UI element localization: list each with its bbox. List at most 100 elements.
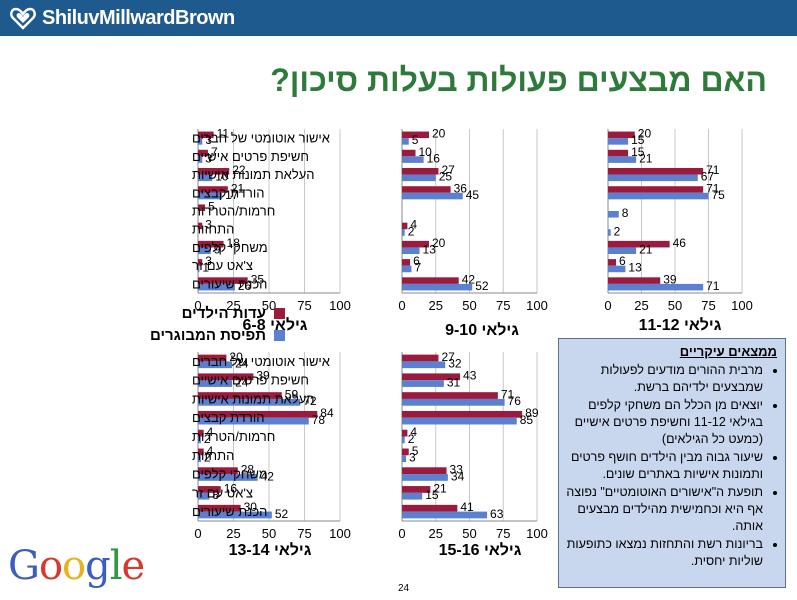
data-label-children: 11 bbox=[217, 127, 230, 141]
x-tick-label: 0 bbox=[398, 526, 405, 541]
data-label-parents: 21 bbox=[639, 151, 653, 165]
legend-item-children: עדות הילדים bbox=[150, 302, 286, 324]
category-label: התחזות bbox=[192, 222, 234, 237]
google-logo: Google bbox=[8, 543, 145, 589]
bar-children bbox=[402, 131, 429, 139]
data-label-parents: 25 bbox=[439, 170, 453, 184]
legend-label-parents: תפיסת המבוגרים bbox=[150, 326, 267, 344]
data-label-children: 27 bbox=[441, 163, 455, 177]
x-tick-label: 75 bbox=[496, 526, 510, 541]
bar-children bbox=[402, 448, 409, 456]
bar-parents bbox=[402, 492, 423, 500]
category-label: חרמות/הטרדות bbox=[192, 429, 275, 444]
bar-children bbox=[402, 392, 498, 399]
bar-children bbox=[402, 240, 429, 248]
bar-parents bbox=[198, 265, 200, 273]
data-label-children: 16 bbox=[224, 481, 238, 495]
x-tick-label: 50 bbox=[262, 526, 276, 541]
bar-parents bbox=[608, 156, 637, 163]
google-letter: o bbox=[62, 543, 86, 589]
category-label: אישור אוטומטי של חברים bbox=[192, 354, 330, 369]
finding-item: שיעור גבוה מבין הילדים חושף פרטים ותמונו… bbox=[565, 449, 763, 483]
data-label-parents: 7 bbox=[414, 261, 421, 275]
data-label-children: 18 bbox=[227, 236, 241, 250]
google-logo-text: Google bbox=[8, 543, 145, 589]
data-label-parents: 42 bbox=[261, 469, 275, 483]
data-label-children: 3 bbox=[205, 254, 212, 268]
page-number: 24 bbox=[398, 583, 410, 594]
data-label-parents: 52 bbox=[475, 279, 489, 293]
x-tick-label: 0 bbox=[194, 526, 201, 541]
bar-children bbox=[198, 131, 214, 139]
x-tick-label: 100 bbox=[329, 298, 351, 313]
finding-item: תופעת ה"אישורים האוטומטיים" נפוצה אף היא… bbox=[565, 484, 763, 535]
findings-list: מרבית ההורים מודעים לפעולות שמבצעים ילדי… bbox=[565, 362, 777, 570]
data-label-children: 39 bbox=[256, 369, 270, 383]
data-label-children: 43 bbox=[463, 369, 477, 383]
page-title: האם מבצעים פעולות בעלות סיכון? bbox=[270, 62, 767, 98]
chart-title: גילאי 6-8 bbox=[243, 316, 308, 334]
bar-parents bbox=[402, 398, 505, 406]
bar-parents bbox=[402, 455, 407, 463]
data-label-children: 7 bbox=[211, 145, 218, 159]
bar-parents bbox=[402, 361, 446, 369]
bar-parents bbox=[198, 398, 301, 406]
category-label: חשיפת פרטים אישיים bbox=[192, 373, 309, 388]
bar-children bbox=[198, 410, 318, 418]
data-label-parents: 3 bbox=[409, 451, 416, 465]
data-label-children: 42 bbox=[462, 272, 476, 286]
data-label-children: 59 bbox=[285, 387, 299, 401]
data-label-children: 20 bbox=[638, 127, 652, 141]
bar-children bbox=[608, 167, 704, 175]
data-label-parents: 63 bbox=[490, 507, 504, 521]
bar-children bbox=[402, 222, 408, 230]
data-label-children: 89 bbox=[525, 406, 539, 420]
google-letter: o bbox=[38, 543, 63, 589]
x-tick-label: 25 bbox=[226, 526, 240, 541]
findings-title: ממצאים עיקריים bbox=[679, 344, 777, 359]
google-letter: g bbox=[85, 543, 111, 589]
x-tick-label: 50 bbox=[462, 298, 476, 313]
bar-parents bbox=[198, 156, 203, 163]
data-label-parents: 8 bbox=[212, 488, 219, 502]
data-label-children: 71 bbox=[706, 163, 720, 177]
category-label: חשיפת פרטים אישיים bbox=[192, 149, 309, 164]
bar-children bbox=[198, 240, 224, 248]
bar-parents bbox=[198, 474, 258, 481]
bar-children bbox=[402, 277, 459, 284]
data-label-children: 4 bbox=[207, 425, 214, 439]
bar-children bbox=[402, 186, 451, 193]
category-label: העלאת תמונות אישיות bbox=[192, 391, 315, 406]
bar-parents bbox=[608, 192, 709, 200]
legend-swatch-children bbox=[274, 307, 286, 319]
data-label-parents: 9 bbox=[214, 243, 221, 257]
x-tick-label: 25 bbox=[634, 298, 648, 313]
data-label-parents: 15 bbox=[631, 133, 645, 147]
x-tick-label: 100 bbox=[526, 526, 548, 541]
data-label-children: 33 bbox=[450, 463, 464, 477]
data-label-parents: 1 bbox=[202, 261, 209, 275]
bar-children bbox=[608, 240, 670, 248]
data-label-parents: 76 bbox=[508, 394, 522, 408]
bar-parents bbox=[608, 283, 704, 291]
bar-parents bbox=[402, 436, 405, 444]
bar-parents bbox=[402, 192, 463, 200]
data-label-parents: 85 bbox=[520, 413, 534, 427]
data-label-children: 71 bbox=[706, 181, 720, 195]
legend-label-children: עדות הילדים bbox=[181, 304, 267, 322]
x-tick-label: 75 bbox=[496, 298, 510, 313]
bar-children bbox=[608, 149, 629, 157]
x-tick-label: 75 bbox=[297, 526, 311, 541]
category-label: אישור אוטומטי של חברים bbox=[192, 131, 330, 146]
key-findings-box: ממצאים עיקריים מרבית ההורים מודעים לפעול… bbox=[558, 338, 786, 588]
bar-children bbox=[608, 131, 635, 139]
bar-parents bbox=[402, 138, 409, 145]
bar-parents bbox=[198, 417, 309, 425]
bar-parents bbox=[198, 380, 233, 387]
bar-children bbox=[198, 429, 204, 437]
bar-parents bbox=[608, 247, 637, 255]
data-label-children: 4 bbox=[410, 425, 417, 439]
data-label-parents: 24 bbox=[235, 357, 249, 371]
bar-parents bbox=[198, 192, 223, 200]
chart-title: גילאי 11-12 bbox=[639, 316, 722, 334]
